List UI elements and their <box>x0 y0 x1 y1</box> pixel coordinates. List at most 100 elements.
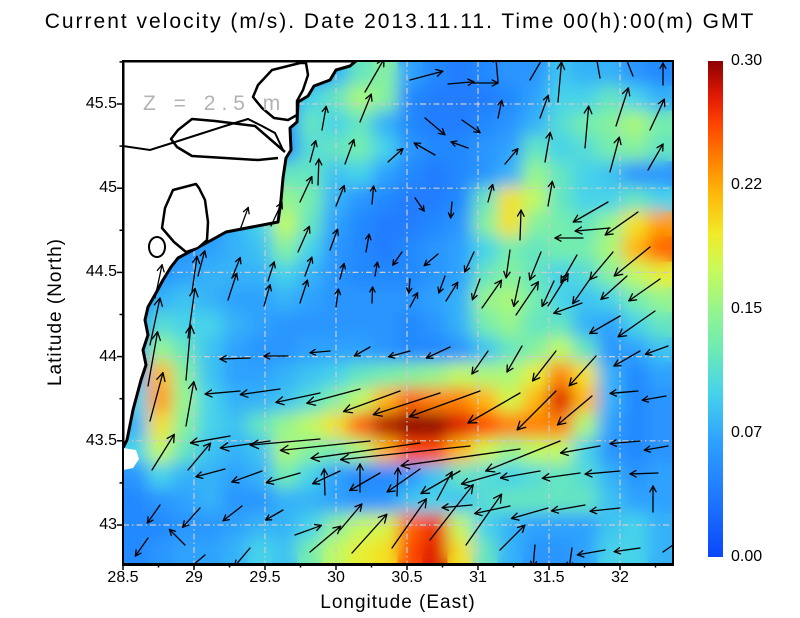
velocity-arrow <box>539 94 550 119</box>
axis-ticks <box>117 61 657 570</box>
velocity-arrow <box>617 310 656 338</box>
velocity-arrow <box>393 467 402 497</box>
velocity-arrow <box>239 206 250 231</box>
velocity-arrow <box>516 390 557 431</box>
velocity-arrow <box>429 484 474 541</box>
velocity-arrow <box>388 350 411 359</box>
x-tick-label: 28.5 <box>107 569 139 586</box>
velocity-arrow <box>359 93 373 123</box>
velocity-arrow <box>541 472 581 482</box>
velocity-arrow <box>267 261 276 282</box>
velocity-arrow <box>309 348 331 356</box>
velocity-arrow <box>643 445 669 453</box>
colorbar-tick-label: 0.00 <box>731 548 763 565</box>
velocity-arrow <box>181 507 201 528</box>
velocity-arrow <box>463 251 475 273</box>
velocity-arrow <box>447 78 475 86</box>
velocity-arrow <box>231 470 263 484</box>
y-tick-label: 44.5 <box>85 263 117 281</box>
velocity-arrow <box>583 105 593 149</box>
velocity-arrow <box>373 261 380 277</box>
velocity-arrow <box>185 381 198 427</box>
velocity-arrow <box>372 392 441 417</box>
velocity-arrow <box>641 395 667 403</box>
velocity-arrow <box>613 547 641 555</box>
velocity-arrow <box>424 117 446 136</box>
velocity-arrow <box>470 278 481 301</box>
velocity-arrow <box>312 470 341 485</box>
velocity-arrow <box>392 251 403 266</box>
velocity-arrow <box>335 184 346 207</box>
velocity-arrow <box>445 281 459 302</box>
x-tick-label: 31 <box>469 569 487 586</box>
velocity-arrow <box>497 99 504 119</box>
lagoon-upper <box>251 61 310 122</box>
velocity-arrow <box>391 498 428 549</box>
velocity-arrow <box>574 226 611 235</box>
velocity-arrow <box>339 503 363 531</box>
velocity-arrow <box>168 528 186 546</box>
velocity-arrow <box>504 148 519 165</box>
velocity-arrow <box>309 140 318 163</box>
velocity-arrow <box>219 354 251 363</box>
velocity-arrow <box>187 287 199 339</box>
velocity-arrow <box>149 372 166 422</box>
lagoon-south <box>160 182 210 254</box>
velocity-arrow <box>265 472 301 485</box>
velocity-arrow <box>151 433 175 471</box>
velocity-arrow <box>629 469 659 478</box>
velocity-arrow <box>147 331 161 387</box>
velocity-arrow <box>471 350 489 375</box>
velocity-arrow <box>600 275 628 301</box>
velocity-arrow <box>306 388 361 406</box>
velocity-arrow <box>547 273 569 307</box>
velocity-arrow <box>195 468 226 479</box>
velocity-arrow <box>510 507 549 521</box>
velocity-arrow <box>465 493 503 546</box>
velocity-arrow <box>626 61 634 77</box>
velocity-arrow <box>134 537 149 557</box>
velocity-arrow <box>531 350 557 382</box>
velocity-arrow <box>547 180 555 207</box>
x-tick-label: 30.5 <box>391 569 423 586</box>
velocity-arrow <box>299 279 310 304</box>
velocity-arrow <box>499 524 526 551</box>
velocity-arrow <box>425 346 451 359</box>
velocity-arrow <box>554 234 584 242</box>
velocity-arrow <box>450 140 469 149</box>
velocity-arrow <box>584 469 621 478</box>
velocity-arrow <box>481 279 503 309</box>
velocity-arrow <box>572 278 591 305</box>
velocity-arrow <box>515 281 540 316</box>
velocity-arrow <box>609 389 639 397</box>
velocity-arrow <box>185 324 195 381</box>
velocity-arrow <box>559 445 601 457</box>
velocity-arrow <box>222 505 243 522</box>
velocity-arrow <box>409 68 444 81</box>
velocity-arrow <box>413 142 436 156</box>
velocity-arrow <box>436 471 453 501</box>
velocity-arrow <box>239 388 281 398</box>
velocity-arrow <box>364 233 372 253</box>
velocity-arrow <box>615 87 631 127</box>
velocity-arrow <box>369 286 376 304</box>
velocity-arrow <box>189 435 231 447</box>
x-tick-label: 30 <box>327 569 345 586</box>
velocity-arrow <box>386 468 421 493</box>
velocity-arrow <box>187 442 212 471</box>
velocity-arrow <box>550 504 586 514</box>
velocity-arrow <box>349 472 381 492</box>
velocity-arrow <box>275 392 321 406</box>
velocity-arrow <box>344 138 356 165</box>
velocity-arrow <box>467 392 521 424</box>
velocity-arrow <box>544 131 554 163</box>
velocity-arrow <box>553 302 583 315</box>
velocity-arrow <box>191 255 201 293</box>
velocity-arrow <box>154 264 165 299</box>
plot-title: Current velocity (m/s). Date 2013.11.11.… <box>44 10 756 33</box>
x-tick-label: 29.5 <box>249 569 281 586</box>
velocity-arrow <box>541 280 555 308</box>
velocity-arrow <box>589 251 614 281</box>
velocity-arrow <box>339 262 347 280</box>
